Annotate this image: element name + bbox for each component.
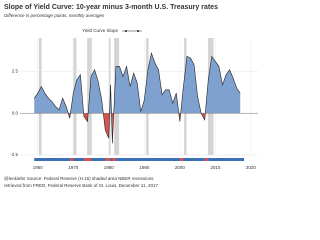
sign-strip: [87, 158, 92, 161]
sign-strip: [105, 158, 110, 161]
legend-dot: [137, 30, 139, 32]
sign-strip: [137, 158, 141, 161]
recession-band: [108, 38, 111, 155]
sign-strip: [62, 158, 67, 161]
legend-label: Yield Curve Slope: [82, 28, 118, 33]
sign-strip: [215, 158, 220, 161]
sign-strip: [176, 158, 181, 161]
sign-strip: [94, 158, 99, 161]
x-tick-label: 1980: [104, 165, 115, 170]
x-tick-label: 1990: [139, 165, 150, 170]
sign-strip: [126, 158, 131, 161]
sign-strip: [133, 158, 138, 161]
y-tick-label: 0.0: [12, 110, 19, 115]
sign-strip: [130, 158, 134, 161]
sign-strip: [69, 158, 74, 161]
sign-strip: [162, 158, 166, 161]
sign-strip: [236, 158, 241, 161]
sign-strip: [140, 158, 145, 161]
sign-strip: [194, 158, 198, 161]
sign-strip: [158, 158, 163, 161]
y-tick-label: -2.5: [10, 152, 18, 157]
sign-strip: [172, 158, 177, 161]
sign-strip: [169, 158, 173, 161]
sign-strip: [51, 158, 56, 161]
sign-strip: [183, 158, 188, 161]
chart-title: Slope of Yield Curve: 10-year minus 3-mo…: [4, 4, 218, 11]
sign-strip: [101, 158, 106, 161]
sign-strip: [197, 158, 202, 161]
sign-strip: [190, 158, 195, 161]
y-tick-label: 2.5: [12, 69, 19, 74]
caption: @lenkiefer Source: Federal Reserve (H.15…: [4, 176, 154, 181]
sign-strip: [55, 158, 60, 161]
chart-subtitle: Difference in percentage points, monthly…: [4, 13, 105, 18]
sign-strip: [73, 158, 78, 161]
x-tick-label: 1970: [68, 165, 79, 170]
sign-strip: [222, 158, 227, 161]
sign-strip: [110, 158, 113, 161]
sign-strip: [211, 158, 216, 161]
sign-strip: [83, 158, 88, 161]
sign-strip: [229, 158, 234, 161]
sign-strip: [233, 158, 237, 161]
x-tick-label: 1960: [33, 165, 44, 170]
sign-strip: [218, 158, 223, 161]
sign-strip: [186, 158, 191, 161]
sign-strip: [76, 158, 81, 161]
x-tick-label: 2020: [246, 165, 257, 170]
sign-strip: [98, 158, 102, 161]
area-positive: [34, 53, 241, 114]
sign-strip: [208, 158, 213, 161]
sign-strip: [108, 158, 111, 161]
sign-strip: [34, 158, 38, 161]
sign-strip: [41, 158, 46, 161]
x-tick-label: 2010: [210, 165, 221, 170]
sign-strip: [226, 158, 230, 161]
chart: Slope of Yield Curve: 10-year minus 3-mo…: [4, 4, 258, 188]
sign-strip: [151, 158, 156, 161]
sign-strip: [37, 158, 42, 161]
sign-strip: [240, 158, 244, 161]
sign-strip: [154, 158, 159, 161]
sign-strip: [115, 158, 120, 161]
sign-strip: [119, 158, 124, 161]
sign-strip: [80, 158, 85, 161]
legend-dot: [125, 30, 127, 32]
sign-strip: [59, 158, 63, 161]
x-tick-label: 2000: [175, 165, 186, 170]
sign-strip: [147, 158, 152, 161]
sign-strip: [179, 158, 184, 161]
sign-strip: [201, 158, 205, 161]
sign-strip: [204, 158, 209, 161]
sign-strip: [66, 158, 70, 161]
sign-strip: [48, 158, 53, 161]
sign-strip: [123, 158, 127, 161]
sign-strip: [112, 158, 117, 161]
sign-strip: [44, 158, 49, 161]
sign-strip: [144, 158, 149, 161]
sign-strip: [165, 158, 170, 161]
caption: retrieved from FRED, Federal Reserve Ban…: [4, 183, 158, 188]
sign-strip: [91, 158, 95, 161]
